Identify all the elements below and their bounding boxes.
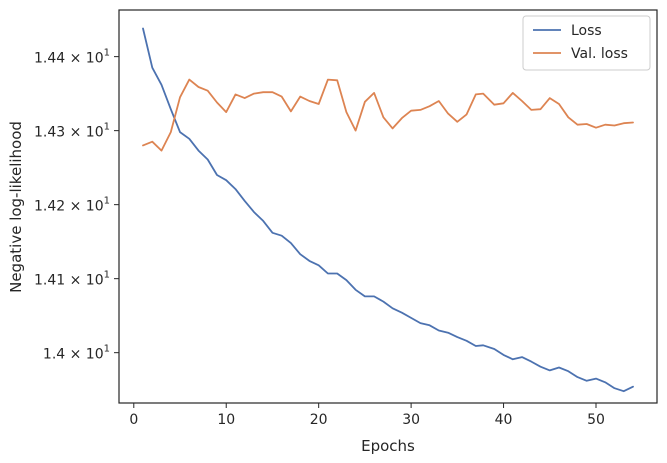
series-line-val-loss: [142, 78, 634, 152]
x-tick-label: 10: [217, 412, 235, 428]
y-tick-label: 1.43 × 101: [34, 122, 110, 141]
y-tick-multiplier: × 10: [65, 125, 103, 141]
x-tick-label: 30: [402, 412, 420, 428]
plot-frame: [118, 9, 658, 404]
x-axis: 0 10 20 30 40 50: [129, 403, 605, 428]
y-tick-base: 1.41: [34, 273, 65, 289]
y-tick-base: 1.4: [43, 347, 65, 363]
legend-label: Val. loss: [571, 46, 628, 62]
y-tick-multiplier: × 10: [65, 51, 103, 67]
y-tick-base: 1.43: [34, 125, 65, 141]
y-tick-base: 1.44: [34, 51, 65, 67]
y-tick-exponent: 1: [104, 122, 110, 133]
y-tick-exponent: 1: [104, 344, 110, 355]
y-tick-multiplier: × 10: [65, 199, 103, 215]
y-tick-base: 1.42: [34, 199, 65, 215]
x-tick-label: 40: [495, 412, 513, 428]
y-tick-label: 1.41 × 101: [34, 270, 110, 289]
series-line-loss: [142, 27, 634, 393]
y-tick-label: 1.44 × 101: [34, 48, 110, 67]
y-tick-exponent: 1: [104, 270, 110, 281]
x-tick-label: 20: [310, 412, 328, 428]
y-tick-exponent: 1: [104, 196, 110, 207]
x-tick-label: 50: [587, 412, 605, 428]
y-tick-label: 1.4 × 101: [43, 344, 110, 363]
y-tick-exponent: 1: [104, 48, 110, 59]
x-tick-label: 0: [129, 412, 138, 428]
y-tick-multiplier: × 10: [65, 347, 103, 363]
y-tick-multiplier: × 10: [65, 273, 103, 289]
y-tick-label: 1.42 × 101: [34, 196, 110, 215]
x-axis-title: Epochs: [361, 437, 415, 455]
series-layer: [142, 27, 634, 393]
y-axis-title: Negative log-likelihood: [7, 121, 25, 293]
legend-label: Loss: [571, 23, 602, 39]
legend: Loss Val. loss: [522, 15, 651, 71]
